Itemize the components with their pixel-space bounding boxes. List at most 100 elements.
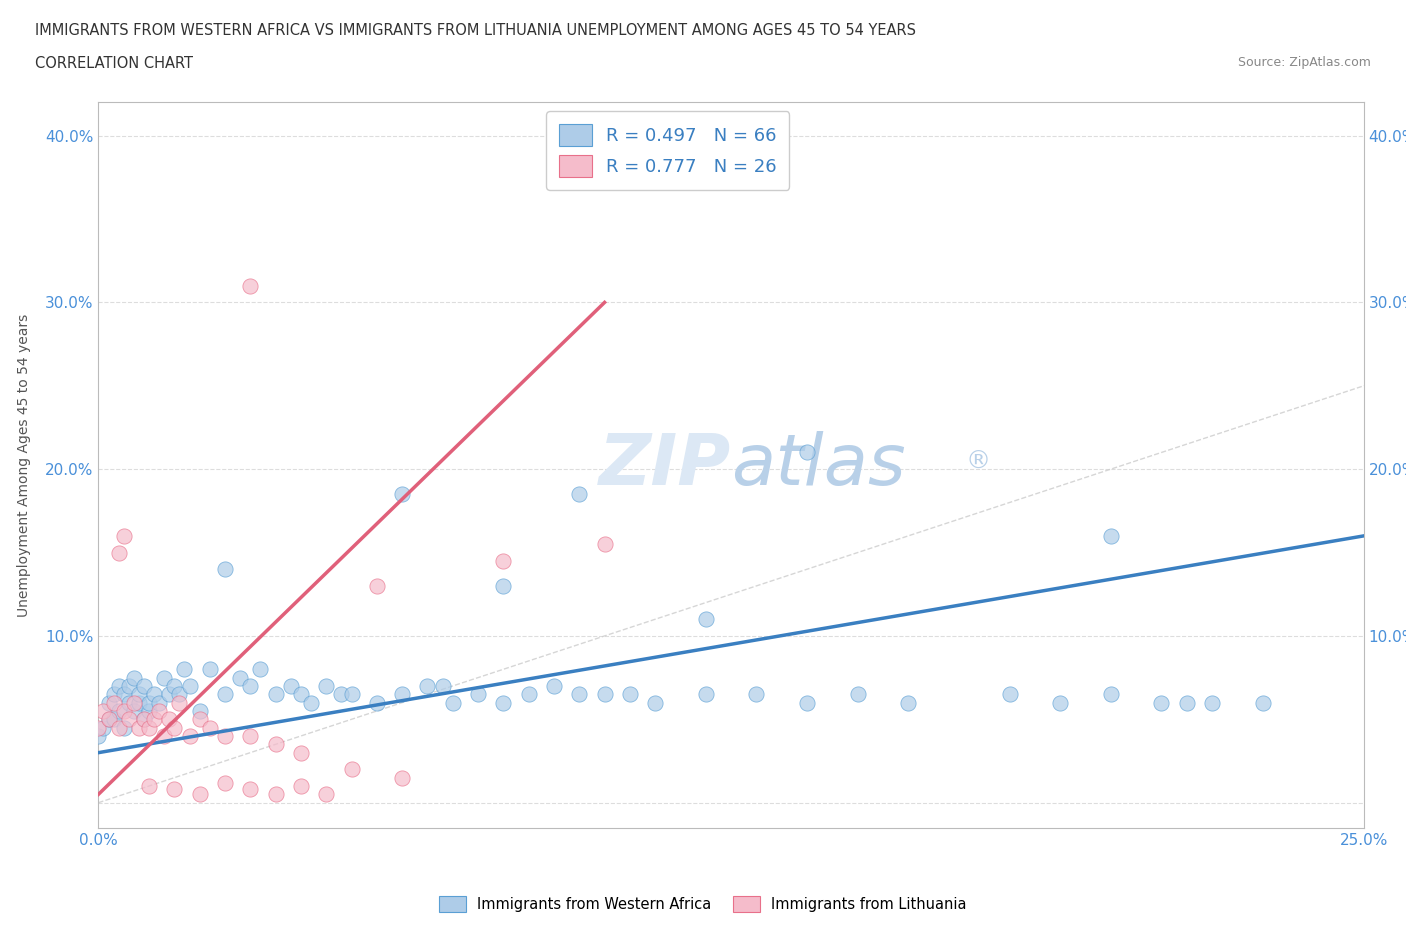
Point (153, 671, 176, 685)
Point (264, 687, 287, 702)
Point (695, 687, 717, 702)
Text: ®: ® (966, 449, 990, 473)
Point (103, 711, 125, 726)
Point (122, 703, 145, 718)
Point (745, 687, 768, 702)
Point (132, 711, 155, 726)
Point (198, 662, 221, 677)
Point (188, 787, 211, 802)
Point (695, 612, 717, 627)
Point (198, 720, 221, 735)
Point (107, 703, 129, 718)
Point (340, 762, 363, 777)
Legend: Immigrants from Western Africa, Immigrants from Lithuania: Immigrants from Western Africa, Immigran… (433, 891, 973, 918)
Point (290, 687, 312, 702)
Point (148, 703, 170, 718)
Point (163, 679, 186, 694)
Point (103, 687, 125, 702)
Point (103, 696, 125, 711)
Point (290, 778, 312, 793)
Point (568, 687, 591, 702)
Point (391, 687, 413, 702)
Point (122, 696, 145, 711)
Legend: R = 0.497   N = 66, R = 0.777   N = 26: R = 0.497 N = 66, R = 0.777 N = 26 (547, 112, 789, 190)
Point (87, 728, 110, 743)
Point (998, 687, 1021, 702)
Point (148, 696, 170, 711)
Point (280, 679, 302, 694)
Point (796, 445, 818, 460)
Point (173, 662, 195, 677)
Point (97, 711, 120, 726)
Point (93, 720, 115, 735)
Point (138, 696, 160, 711)
Point (264, 787, 287, 802)
Point (432, 679, 454, 694)
Point (264, 737, 287, 751)
Point (1099, 528, 1122, 543)
Point (122, 671, 145, 685)
Point (157, 711, 180, 726)
Point (188, 703, 211, 718)
Point (229, 671, 252, 685)
Point (441, 696, 464, 711)
Point (169, 687, 191, 702)
Point (112, 687, 135, 702)
Point (132, 711, 155, 726)
Point (1049, 696, 1071, 711)
Point (214, 687, 236, 702)
Point (1201, 696, 1223, 711)
Point (1099, 687, 1122, 702)
Point (214, 776, 236, 790)
Point (330, 687, 353, 702)
Point (543, 679, 565, 694)
Point (492, 578, 515, 593)
Point (315, 787, 337, 802)
Point (107, 720, 129, 735)
Point (107, 679, 129, 694)
Point (492, 553, 515, 568)
Point (239, 679, 262, 694)
Point (492, 696, 515, 711)
Point (796, 696, 818, 711)
Point (366, 696, 388, 711)
Point (239, 728, 262, 743)
Point (214, 728, 236, 743)
Point (153, 728, 176, 743)
Point (107, 545, 129, 560)
Point (132, 679, 155, 694)
Point (568, 486, 591, 501)
Point (93, 703, 115, 718)
Point (128, 696, 150, 711)
Point (644, 696, 666, 711)
Point (593, 687, 616, 702)
Point (897, 696, 920, 711)
Point (299, 696, 322, 711)
Point (188, 711, 211, 726)
Y-axis label: Unemployment Among Ages 45 to 54 years: Unemployment Among Ages 45 to 54 years (17, 313, 31, 617)
Point (143, 687, 166, 702)
Point (118, 711, 141, 726)
Point (239, 782, 262, 797)
Point (97, 711, 120, 726)
Point (593, 537, 616, 551)
Point (163, 720, 186, 735)
Point (112, 703, 135, 718)
Point (391, 486, 413, 501)
Point (249, 662, 271, 677)
Point (118, 696, 141, 711)
Point (391, 770, 413, 785)
Point (416, 679, 439, 694)
Point (128, 720, 150, 735)
Point (128, 687, 150, 702)
Point (1251, 696, 1274, 711)
Text: CORRELATION CHART: CORRELATION CHART (35, 56, 193, 71)
Point (239, 278, 262, 293)
Point (138, 703, 160, 718)
Point (169, 696, 191, 711)
Text: atlas: atlas (731, 431, 905, 499)
Point (157, 687, 180, 702)
Point (619, 687, 641, 702)
Text: IMMIGRANTS FROM WESTERN AFRICA VS IMMIGRANTS FROM LITHUANIA UNEMPLOYMENT AMONG A: IMMIGRANTS FROM WESTERN AFRICA VS IMMIGR… (35, 23, 917, 38)
Point (179, 728, 201, 743)
